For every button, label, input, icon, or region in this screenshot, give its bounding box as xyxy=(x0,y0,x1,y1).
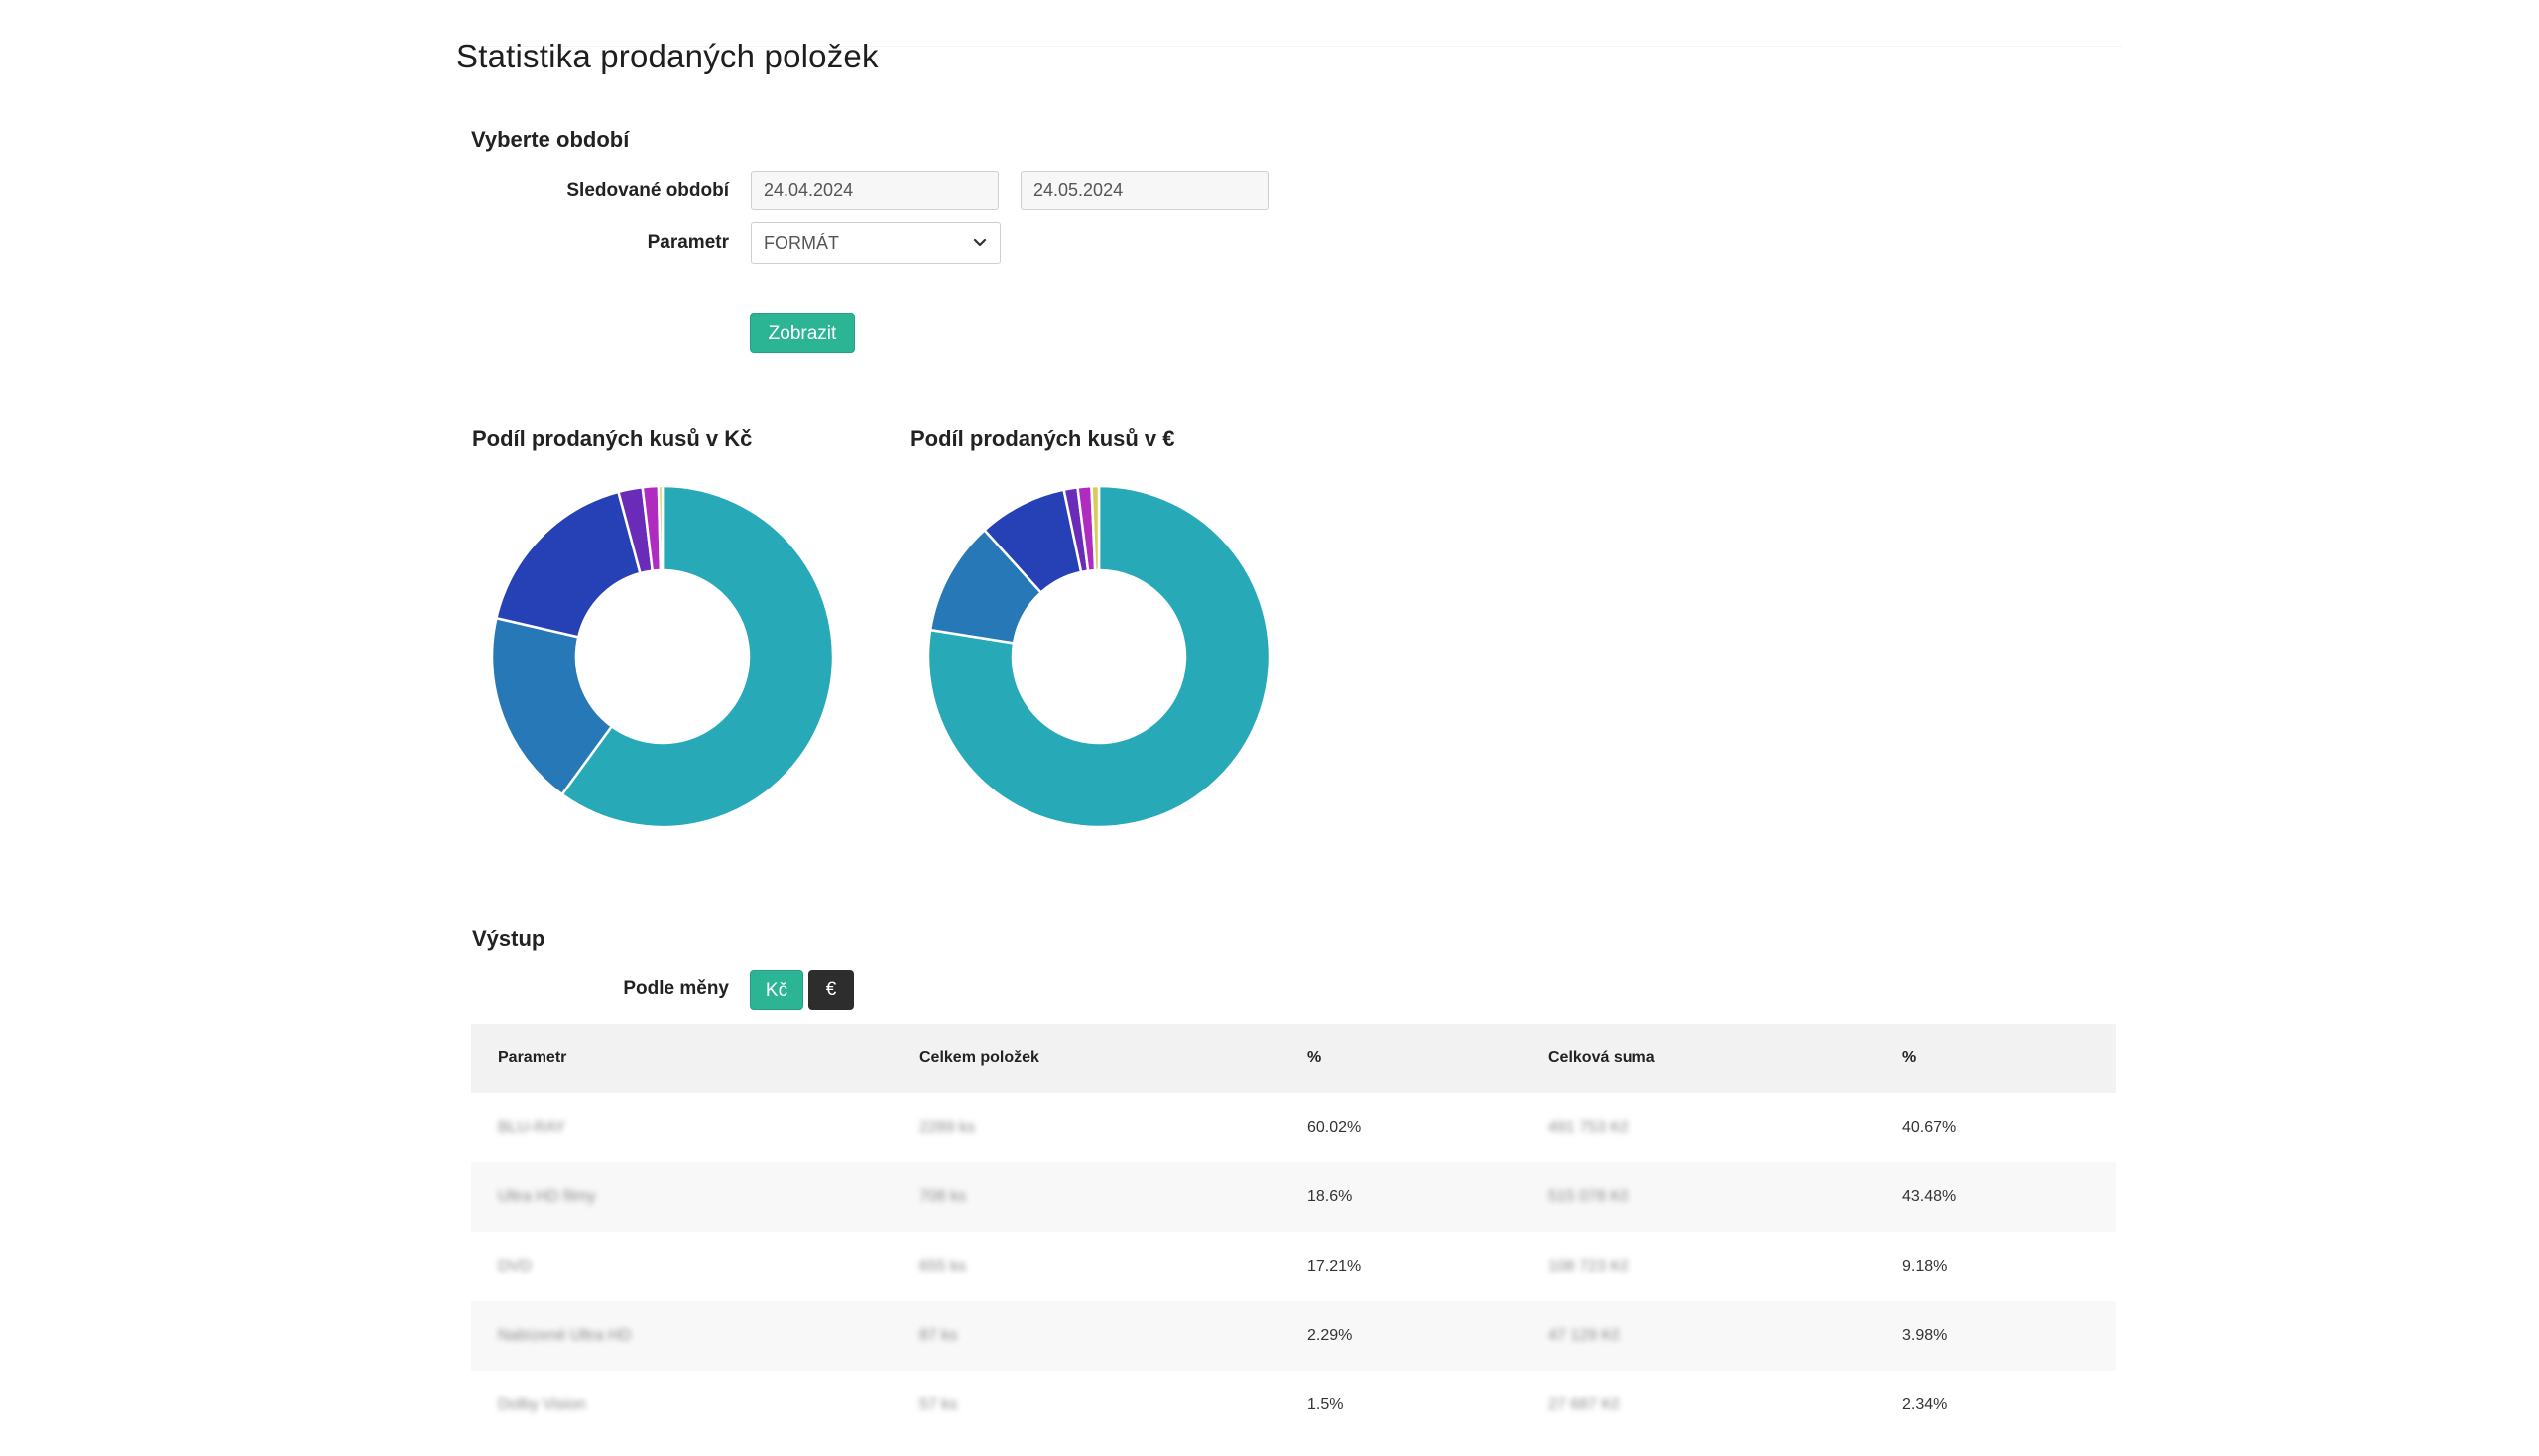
output-section-title: Výstup xyxy=(472,926,545,951)
cell-parametr: Ultra HD filmy xyxy=(498,1188,596,1205)
cell-pct-sum: 43.48% xyxy=(1902,1188,1957,1205)
page-title: Statistika prodaných položek xyxy=(456,38,879,74)
cell-pct-items: 2.29% xyxy=(1307,1327,1353,1344)
header-divider xyxy=(456,46,2122,47)
donut-chart-eur xyxy=(926,484,1271,829)
donut-slice-ultra-hd-filmy[interactable] xyxy=(490,616,614,796)
cell-parametr: BLU-RAY xyxy=(498,1119,566,1136)
currency-label: Podle měny xyxy=(623,978,729,999)
cell-sum: 491 753 Kč xyxy=(1548,1119,1629,1136)
cell-pct-sum: 3.98% xyxy=(1902,1327,1948,1344)
table-row: Ultra HD filmy 708 ks 18.6% 515 078 Kč 4… xyxy=(471,1162,2116,1232)
cell-sum: 47 129 Kč xyxy=(1548,1327,1621,1344)
cell-pct-items: 18.6% xyxy=(1307,1188,1353,1205)
stats-table: Parametr Celkem položek % Celková suma %… xyxy=(471,1024,2116,1440)
cell-sum: 27 687 Kč xyxy=(1548,1396,1621,1413)
date-to-input[interactable]: 24.05.2024 xyxy=(1021,171,1269,210)
chart-title-eur: Podíl prodaných kusů v € xyxy=(910,426,1175,451)
period-label: Sledované období xyxy=(566,181,729,201)
cell-pct-items: 17.21% xyxy=(1307,1258,1362,1274)
cell-celkem: 708 ks xyxy=(919,1188,967,1205)
cell-sum: 515 078 Kč xyxy=(1548,1188,1629,1205)
header-pct-items: % xyxy=(1307,1049,1322,1066)
donut-slice-other[interactable] xyxy=(657,484,665,572)
cell-parametr: DVD xyxy=(498,1258,532,1274)
cell-parametr: Dolby Vision xyxy=(498,1396,586,1413)
table-row: BLU-RAY 2289 ks 60.02% 491 753 Kč 40.67% xyxy=(471,1093,2116,1162)
period-section-title: Vyberte období xyxy=(471,127,630,152)
cell-sum: 108 723 Kč xyxy=(1548,1258,1629,1274)
donut-chart-czk xyxy=(490,484,835,829)
cell-celkem: 655 ks xyxy=(919,1258,967,1274)
donut-slice-blu-ray[interactable] xyxy=(559,484,835,829)
table-row: Nabízené Ultra HD 87 ks 2.29% 47 129 Kč … xyxy=(471,1301,2116,1371)
header-celkem: Celkem položek xyxy=(919,1049,1039,1066)
donut-slice-blu-ray[interactable] xyxy=(926,484,1271,829)
chevron-down-icon xyxy=(973,238,987,247)
header-pct-sum: % xyxy=(1902,1049,1917,1066)
param-select-value: FORMÁT xyxy=(764,233,839,253)
cell-pct-items: 60.02% xyxy=(1307,1119,1362,1136)
date-from-input[interactable]: 24.04.2024 xyxy=(751,171,999,210)
param-select[interactable]: FORMÁT xyxy=(751,222,1001,264)
cell-celkem: 2289 ks xyxy=(919,1119,976,1136)
table-header-row: Parametr Celkem položek % Celková suma % xyxy=(471,1024,2116,1093)
cell-celkem: 57 ks xyxy=(919,1396,958,1413)
cell-pct-sum: 9.18% xyxy=(1902,1258,1948,1274)
show-button[interactable]: Zobrazit xyxy=(750,313,855,353)
currency-eur-button[interactable]: € xyxy=(808,970,854,1010)
cell-parametr: Nabízené Ultra HD xyxy=(498,1327,632,1344)
donut-slice-dvd[interactable] xyxy=(494,490,642,639)
table-row: Dolby Vision 57 ks 1.5% 27 687 Kč 2.34% xyxy=(471,1371,2116,1440)
cell-celkem: 87 ks xyxy=(919,1327,958,1344)
param-label: Parametr xyxy=(647,232,729,253)
cell-pct-items: 1.5% xyxy=(1307,1396,1344,1413)
cell-pct-sum: 2.34% xyxy=(1902,1396,1948,1413)
chart-title-czk: Podíl prodaných kusů v Kč xyxy=(472,426,753,451)
cell-pct-sum: 40.67% xyxy=(1902,1119,1957,1136)
header-sum: Celková suma xyxy=(1548,1049,1655,1066)
donut-slice-other[interactable] xyxy=(1090,484,1101,572)
header-parametr: Parametr xyxy=(498,1049,567,1066)
table-row: DVD 655 ks 17.21% 108 723 Kč 9.18% xyxy=(471,1232,2116,1301)
currency-czk-button[interactable]: Kč xyxy=(750,970,803,1010)
